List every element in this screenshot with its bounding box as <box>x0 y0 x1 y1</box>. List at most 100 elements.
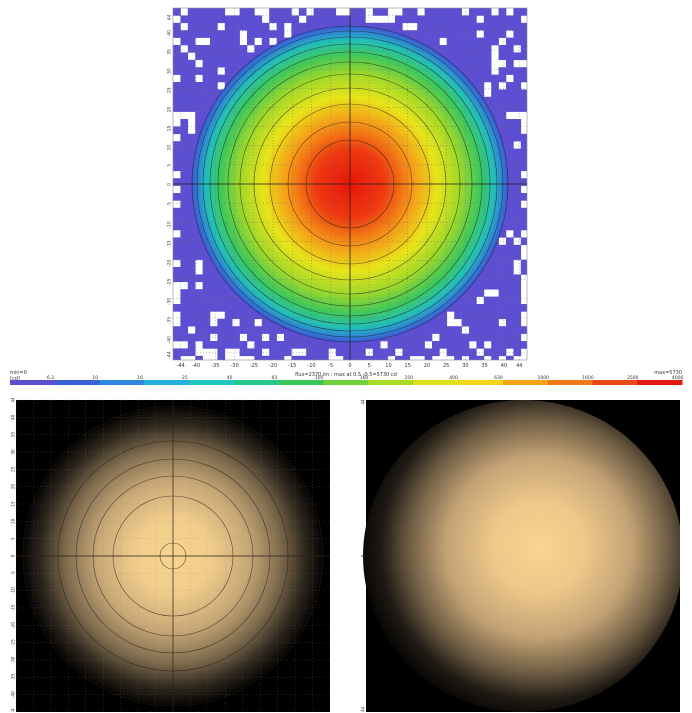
noise-cell <box>358 355 366 360</box>
noise-cell <box>195 89 203 98</box>
noise-cell <box>276 355 285 360</box>
noise-cell <box>202 89 211 98</box>
y-tick-label: -10 <box>11 587 16 594</box>
noise-cell <box>476 37 485 46</box>
noise-cell <box>476 289 485 297</box>
noise-cell <box>291 333 300 342</box>
noise-cell <box>476 82 485 90</box>
noise-cell <box>269 326 277 334</box>
noise-cell <box>195 30 203 38</box>
noise-cell <box>483 22 492 31</box>
noise-cell <box>180 318 189 327</box>
noise-cell <box>180 89 189 98</box>
noise-cell <box>520 148 527 157</box>
noise-cell <box>261 318 270 327</box>
noise-cell <box>195 111 203 120</box>
noise-cell <box>187 259 196 268</box>
noise-cell <box>202 104 211 112</box>
noise-cell <box>210 96 218 105</box>
noise-cell <box>180 237 189 246</box>
noise-cell <box>491 348 499 357</box>
noise-cell <box>520 104 527 112</box>
y-tick-label: 0 <box>361 554 366 557</box>
noise-cell <box>247 22 255 31</box>
noise-cell <box>498 133 507 142</box>
noise-cell <box>217 37 226 46</box>
noise-cell <box>469 67 477 75</box>
noise-cell <box>439 311 448 320</box>
noise-cell <box>520 267 527 275</box>
noise-cell <box>461 318 470 327</box>
noise-cell <box>328 15 337 24</box>
noise-cell <box>173 178 181 186</box>
noise-cell <box>180 133 189 142</box>
noise-cell <box>173 126 181 135</box>
legend-tick-label: 16 <box>137 375 143 381</box>
noise-cell <box>202 289 211 297</box>
noise-cell <box>506 267 514 275</box>
noise-cell <box>187 281 196 290</box>
noise-cell <box>350 341 359 349</box>
illuminance-glow <box>363 400 680 712</box>
noise-cell <box>187 207 196 216</box>
noise-cell <box>210 341 218 349</box>
noise-cell <box>180 156 189 164</box>
noise-cell <box>217 74 226 83</box>
noise-cell <box>469 304 477 312</box>
noise-cell <box>506 15 514 24</box>
noise-cell <box>187 141 196 149</box>
noise-cell <box>498 252 507 260</box>
noise-cell <box>424 30 433 38</box>
noise-cell <box>321 341 329 349</box>
noise-cell <box>247 348 255 357</box>
noise-cell <box>224 296 233 305</box>
noise-cell <box>276 348 285 357</box>
noise-cell <box>439 45 448 53</box>
noise-cell <box>506 200 514 209</box>
noise-cell <box>469 355 477 360</box>
noise-cell <box>173 215 181 223</box>
noise-cell <box>239 15 248 24</box>
noise-cell <box>195 252 203 260</box>
noise-cell <box>424 15 433 24</box>
noise-cell <box>483 30 492 38</box>
noise-cell <box>513 193 522 201</box>
noise-cell <box>173 252 181 260</box>
legend-swatch <box>592 380 638 385</box>
noise-cell <box>187 274 196 283</box>
noise-cell <box>476 74 485 83</box>
noise-cell <box>491 274 499 283</box>
noise-cell <box>483 267 492 275</box>
noise-cell <box>491 311 499 320</box>
false-color-plot-svg: -44 -40 -35 -30 -25 -20 -15 -10 -5 0 5 10 15 20 25 30 35… <box>166 7 528 378</box>
noise-cell <box>210 67 218 75</box>
noise-cell <box>446 8 455 16</box>
noise-cell <box>217 304 226 312</box>
noise-cell <box>417 30 425 38</box>
noise-cell <box>202 15 211 24</box>
noise-cell <box>513 8 522 16</box>
noise-cell <box>483 326 492 334</box>
noise-cell <box>461 45 470 53</box>
noise-cell <box>173 30 181 38</box>
legend-tick-label: 630 <box>494 375 503 381</box>
noise-cell <box>217 341 226 349</box>
noise-cell <box>254 311 263 320</box>
noise-cell <box>476 89 485 98</box>
noise-cell <box>210 281 218 290</box>
noise-cell <box>372 8 381 16</box>
noise-cell <box>202 45 211 53</box>
noise-cell <box>173 45 181 53</box>
noise-cell <box>232 22 240 31</box>
noise-cell <box>187 341 196 349</box>
noise-cell <box>461 311 470 320</box>
noise-cell <box>217 59 226 68</box>
noise-cell <box>180 185 189 194</box>
noise-cell <box>195 52 203 61</box>
noise-cell <box>483 281 492 290</box>
noise-cell <box>380 8 388 16</box>
noise-cell <box>476 304 485 312</box>
noise-cell <box>187 318 196 327</box>
noise-cell <box>513 207 522 216</box>
noise-cell <box>506 333 514 342</box>
